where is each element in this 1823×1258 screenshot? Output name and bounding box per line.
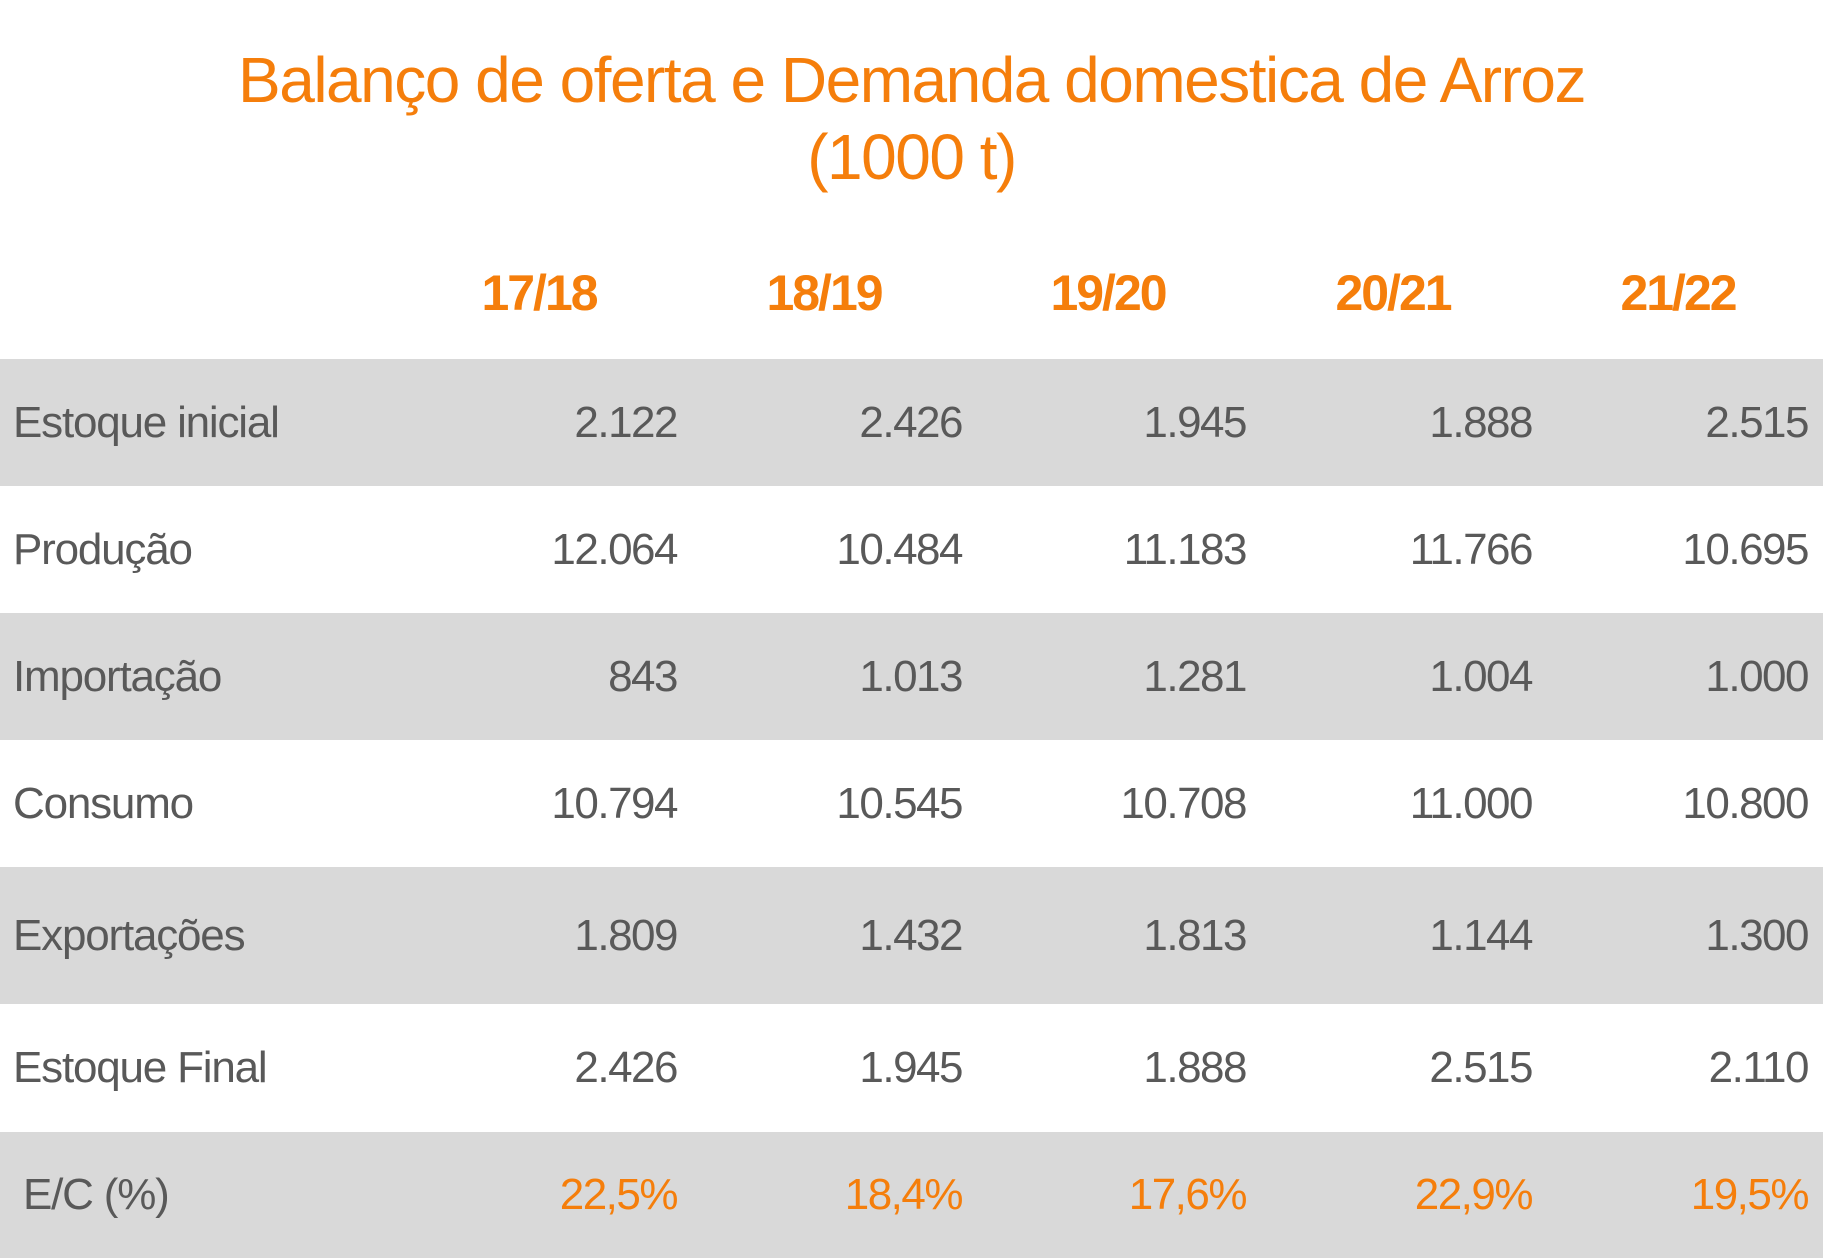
column-header-19-20: 19/20 [1050,265,1167,321]
table-cell: 2.122 [574,397,678,447]
table-cell: 1.813 [1143,910,1247,960]
row-label: E/C (%) [23,1170,170,1219]
table-cell: 10.800 [1682,778,1809,828]
table-cell: 1.888 [1429,397,1533,447]
row-label: Produção [13,524,193,574]
column-header-17-18: 17/18 [481,265,598,321]
table-cell: 1.945 [859,1043,963,1092]
column-header-21-22: 21/22 [1620,265,1737,321]
row-label: Importação [13,651,222,701]
table-row-importacao: Importação 843 1.013 1.281 1.004 1.000 [0,613,1823,740]
column-header-18-19: 18/19 [766,265,883,321]
table-cell: 11.183 [1123,524,1248,574]
row-label: Consumo [13,778,194,828]
table-subtitle-units: (1000 t) [807,121,1017,193]
row-label: Exportações [13,910,246,960]
table-cell: 1.281 [1143,651,1247,701]
table-cell: 2.515 [1429,1043,1533,1092]
table-row-estoque-final: Estoque Final 2.426 1.945 1.888 2.515 2.… [0,1004,1823,1132]
row-label: Estoque inicial [13,397,280,447]
table-cell-percent: 22,9% [1414,1170,1534,1219]
table-cell: 11.000 [1409,778,1534,828]
table-title: Balanço de oferta e Demanda domestica de… [238,44,1586,116]
table-row-estoque-inicial: Estoque inicial 2.122 2.426 1.945 1.888 … [0,359,1823,486]
table-row-exportacoes: Exportações 1.809 1.432 1.813 1.144 1.30… [0,867,1823,1004]
table-cell: 2.515 [1705,397,1809,447]
table-cell-percent: 19,5% [1690,1170,1810,1219]
table-cell: 1.809 [574,910,678,960]
table-cell-percent: 22,5% [559,1170,679,1219]
table-cell: 11.766 [1409,524,1534,574]
table-cell: 1.300 [1705,910,1809,960]
table-cell: 10.794 [551,778,678,828]
table-cell: 10.708 [1120,778,1247,828]
table-cell: 12.064 [551,524,678,574]
table-cell: 1.004 [1429,651,1533,701]
table-cell: 10.545 [836,778,963,828]
column-header-20-21: 20/21 [1335,265,1452,321]
table-cell-percent: 18,4% [844,1170,964,1219]
table-cell-percent: 17,6% [1128,1170,1248,1219]
table-cell: 2.426 [859,397,963,447]
table-cell: 843 [608,651,678,701]
row-label: Estoque Final [13,1043,268,1092]
table-cell: 1.945 [1143,397,1247,447]
table-cell: 1.144 [1429,910,1533,960]
column-header-row: 17/18 18/19 19/20 20/21 21/22 [0,258,1823,328]
table-cell: 1.013 [859,651,963,701]
table-row-producao: Produção 12.064 10.484 11.183 11.766 10.… [0,486,1823,613]
table-row-consumo: Consumo 10.794 10.545 10.708 11.000 10.8… [0,740,1823,867]
table-cell: 1.888 [1143,1043,1247,1092]
table-cell: 1.000 [1705,651,1809,701]
table-cell: 2.110 [1708,1043,1810,1092]
table-row-ec-percent: E/C (%) 22,5% 18,4% 17,6% 22,9% 19,5% [0,1132,1823,1258]
table-cell: 10.484 [836,524,963,574]
table-cell: 2.426 [574,1043,678,1092]
table-cell: 10.695 [1682,524,1809,574]
table-cell: 1.432 [859,910,963,960]
